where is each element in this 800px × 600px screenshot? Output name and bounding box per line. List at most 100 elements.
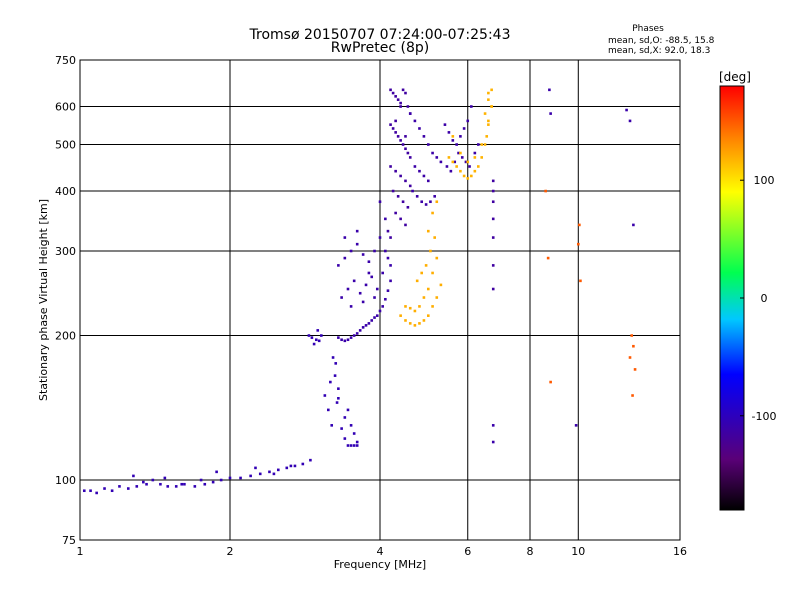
data-point (406, 151, 410, 155)
data-point (473, 151, 477, 155)
data-point (477, 165, 480, 168)
data-point (378, 309, 382, 313)
y-tick-label: 500 (55, 139, 76, 152)
chart-subtitle: RwPretec (8p) (331, 40, 429, 56)
data-point (399, 139, 402, 142)
data-point (453, 160, 457, 164)
data-point (391, 189, 395, 193)
data-point (334, 362, 338, 365)
data-point (477, 143, 480, 146)
data-point (199, 478, 203, 482)
data-point (352, 334, 356, 337)
data-point (404, 223, 407, 227)
data-point (375, 287, 379, 291)
data-point (391, 91, 395, 95)
data-point (473, 169, 477, 173)
data-point (480, 156, 484, 159)
data-point (404, 91, 407, 95)
data-point (394, 169, 397, 173)
data-point (316, 329, 320, 332)
data-point (490, 88, 493, 92)
data-point (389, 279, 392, 283)
data-point (415, 279, 419, 283)
data-point (576, 242, 580, 246)
colorbar-ticks: 100 0 -100 (740, 174, 776, 423)
data-point (349, 336, 353, 339)
data-point (309, 458, 312, 462)
data-point (394, 119, 397, 123)
data-point (466, 160, 470, 164)
data-point (355, 229, 359, 233)
data-point (487, 91, 490, 95)
x-tick-label: 8 (527, 545, 534, 558)
data-point (433, 236, 436, 239)
data-point (443, 123, 447, 126)
y-axis-label: Stationary phase Virtual Height [km] (37, 199, 50, 401)
data-point (625, 108, 628, 112)
x-axis-label: Frequency [MHz] (334, 558, 426, 571)
data-point (361, 326, 365, 329)
data-point (355, 332, 359, 335)
data-point (413, 309, 417, 313)
data-point (491, 179, 495, 183)
data-point (431, 271, 434, 275)
data-point (490, 105, 493, 108)
data-point (413, 165, 417, 168)
data-point (249, 474, 252, 478)
data-point (389, 88, 392, 92)
y-tick-label: 750 (55, 54, 76, 67)
data-point (451, 139, 455, 142)
data-point (406, 205, 410, 209)
data-point (346, 444, 350, 447)
data-point (630, 334, 634, 337)
data-point (183, 482, 186, 486)
data-point (491, 236, 495, 239)
data-point (462, 174, 466, 178)
data-point (346, 338, 350, 342)
grid-lines (80, 60, 680, 540)
data-point (422, 174, 426, 178)
data-point (135, 485, 139, 488)
data-point (285, 466, 289, 470)
data-point (327, 408, 330, 412)
data-point (549, 112, 552, 115)
x-tick-label: 2 (227, 545, 234, 558)
chart-title: Tromsø 20150707 07:24:00-07:25:43 (249, 27, 511, 43)
data-point (399, 217, 402, 221)
data-point (394, 211, 397, 215)
x-tick-labels: 1 2 4 6 8 10 16 (77, 545, 688, 558)
colorbar-label: [deg] (719, 70, 751, 84)
data-point (447, 156, 451, 159)
x-tick-label: 1 (77, 545, 84, 558)
data-point (404, 179, 407, 183)
data-point (631, 394, 634, 397)
data-point (404, 135, 407, 138)
data-point (632, 344, 635, 348)
data-point (343, 339, 347, 343)
colorbar-tick-label: -100 (752, 410, 777, 423)
data-point (422, 296, 426, 299)
data-point (401, 88, 405, 92)
data-point (355, 444, 359, 447)
data-point (408, 112, 412, 115)
data-point (418, 127, 421, 130)
data-point (460, 156, 464, 159)
data-point (89, 489, 92, 493)
data-point (268, 470, 271, 474)
data-point (215, 470, 218, 474)
data-point (491, 424, 495, 427)
y-tick-label: 200 (55, 330, 76, 343)
data-point (361, 253, 365, 256)
data-point (203, 482, 207, 486)
data-point (491, 264, 495, 267)
data-point (373, 249, 376, 253)
data-point (548, 88, 551, 92)
stats-line-o: mean, sd,O: -88.5, 15.8 (608, 36, 715, 46)
data-point (399, 105, 402, 108)
data-point (384, 297, 387, 301)
data-point (314, 338, 318, 342)
data-point (404, 305, 407, 308)
data-point (483, 143, 487, 146)
data-point (449, 169, 453, 173)
data-point (408, 322, 412, 325)
